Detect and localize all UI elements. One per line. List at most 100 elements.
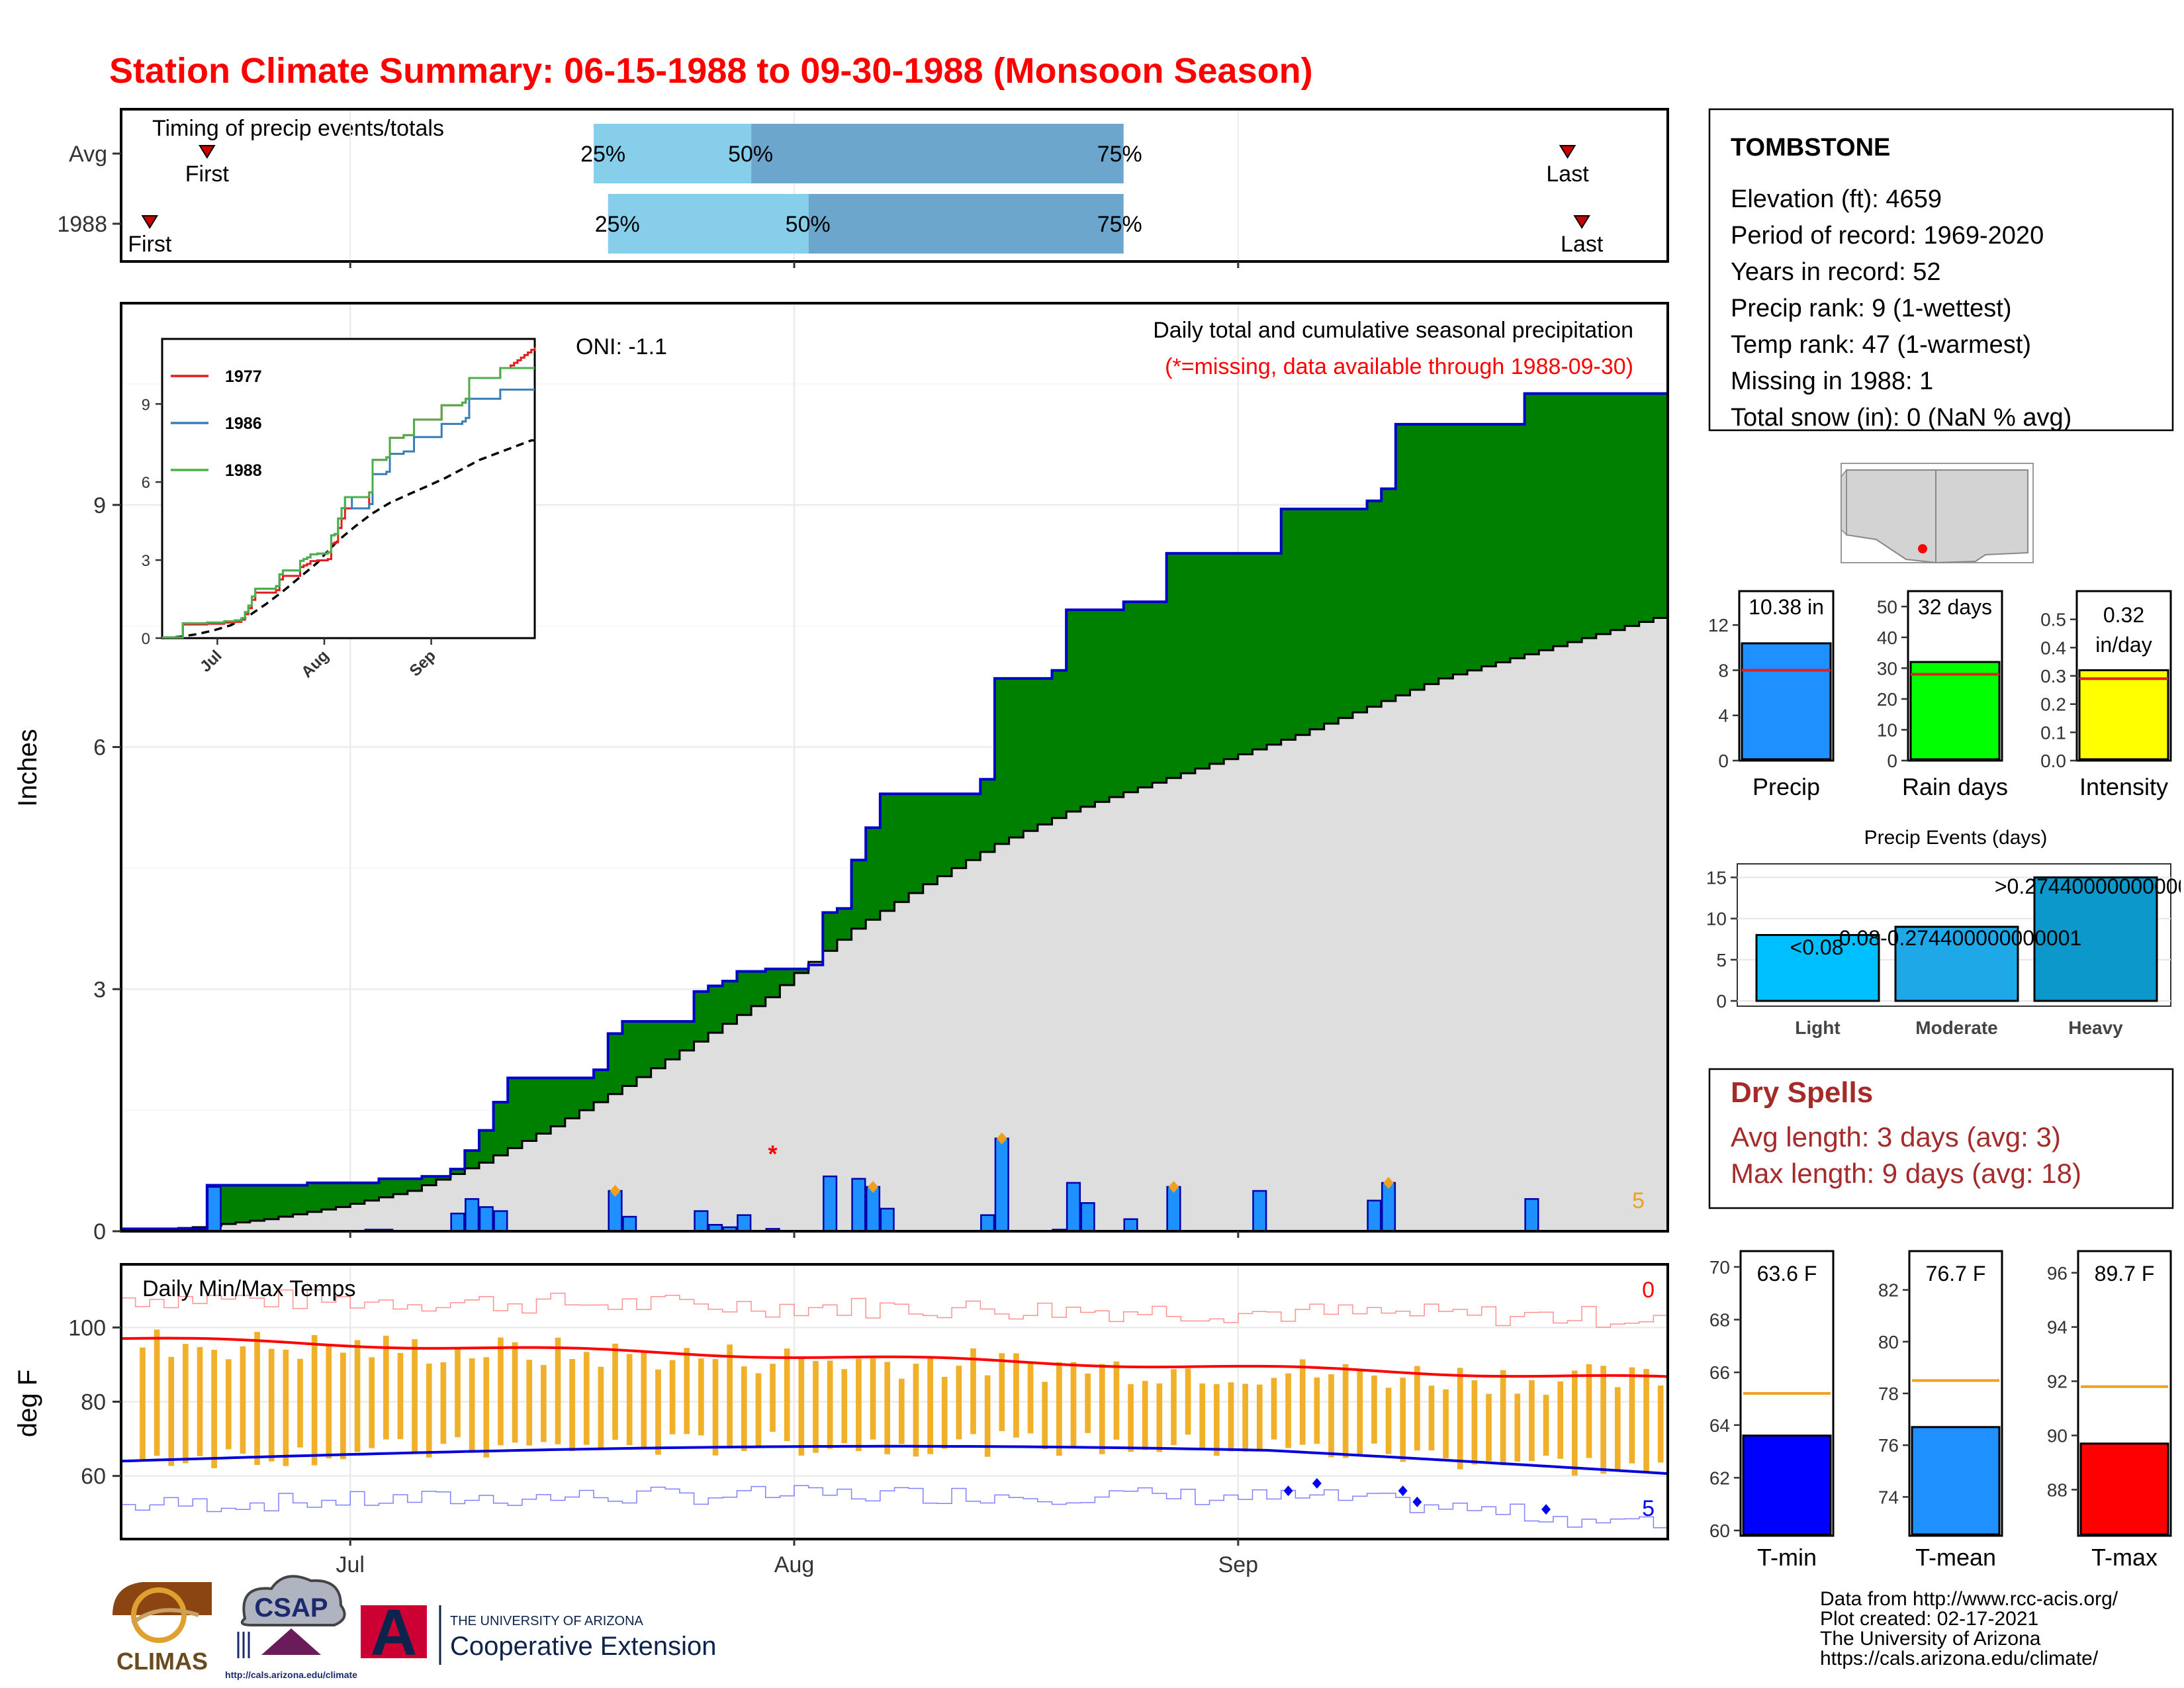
departure-segment [307,1182,322,1212]
summary-ytick-label: 4 [1718,706,1729,726]
summary-value-label: 32 days [1918,595,1992,619]
extreme-precip-marker [868,1180,879,1193]
daily-precip-bar [493,1210,508,1233]
departure-segment [1496,424,1511,663]
daily-temp-range-bar [1271,1378,1277,1440]
daily-temp-range-bar [1228,1382,1234,1452]
daily-temp-range-bar [1457,1368,1463,1470]
daily-temp-range-bar [1371,1375,1377,1444]
summary-ytick-label: 90 [2047,1425,2068,1446]
departure-segment [1539,393,1554,651]
precip-panel: * Daily total and cumulative seasonal pr… [13,302,1669,1244]
temp-panel-name: T-min [1757,1544,1817,1571]
summary-value-bar [2078,669,2169,761]
precip-subtitle: (*=missing, data available through 1988-… [1165,354,1633,379]
dry-frame [1708,1068,2174,1209]
daily-temp-range-bar [813,1361,819,1453]
daily-temp-range-bar [1514,1393,1521,1462]
daily-precip-bar [880,1207,895,1233]
departure-segment [1267,553,1282,745]
summary-ytick-label: 0.5 [2040,610,2066,630]
daily-temp-range-bar [440,1362,447,1444]
events-bar [2033,876,2158,1002]
daily-temp-range-bar [1614,1387,1621,1471]
departure-segment [1009,678,1024,838]
temps-ytick-label: 60 [81,1464,106,1489]
departure-segment [1453,424,1468,675]
daily-precip-bar [994,1137,1009,1233]
departure-segment [765,968,780,998]
temp-value-label: 76.7 F [1926,1262,1986,1286]
record-low-marker [1398,1485,1408,1497]
temps-ytick-label: 80 [81,1390,106,1415]
departure-segment [637,1021,652,1078]
summary-ytick-label: 0.1 [2040,722,2066,743]
daily-temp-range-bar [1128,1384,1134,1452]
extreme-precip-marker [1168,1180,1179,1193]
temps-ylabel: deg F [13,1370,42,1437]
daily-temp-range-bar [1027,1363,1034,1434]
daily-temp-range-bar [1042,1382,1048,1450]
departure-segment [422,1176,437,1186]
daily-temp-range-bar [512,1342,518,1443]
departure-segment [608,1033,623,1094]
daily-temp-range-bar [1486,1393,1492,1462]
summary-panel-name: Intensity [2079,773,2168,800]
timing-last-marker [1573,215,1590,229]
daily-temp-range-bar [1414,1366,1420,1451]
footer-line: Plot created: 02-17-2021 [1820,1608,2038,1630]
daily-temp-range-bar [369,1357,375,1448]
summary-ytick-label: 64 [1709,1415,1730,1436]
daily-temp-range-bar [913,1364,919,1457]
daily-precip-bar [1252,1190,1267,1233]
precip-frame [120,302,1669,1233]
departure-segment [1639,393,1654,622]
departure-segment [379,1178,394,1197]
departure-segment [1424,424,1439,684]
daily-temp-range-bar [1113,1361,1120,1440]
departure-segment [665,1021,680,1060]
daily-temp-range-bar [727,1344,733,1449]
page-title: Station Climate Summary: 06-15-1988 to 0… [109,51,1313,91]
temp-panel-name: T-mean [1915,1544,1996,1571]
record-low-line [121,1485,1668,1533]
summary-ytick-label: 88 [2047,1479,2068,1500]
timing-box-upper [751,124,1124,183]
average-min-line [120,1444,1668,1476]
departure-segment [894,794,909,902]
timing-box-upper [808,194,1124,254]
daily-precip-bar [450,1212,465,1233]
departure-segment [1524,393,1539,655]
summary-value-bar [1911,1426,2001,1536]
daily-temp-range-bar [526,1360,533,1446]
departure-segment [1395,424,1411,696]
daily-temp-range-bar [283,1349,289,1466]
timing-row-label: 1988 [57,212,107,237]
location-map [1841,463,2034,564]
daily-temp-range-bar [1013,1353,1019,1438]
departure-segment [407,1178,423,1192]
events-category-label: Light [1795,1017,1840,1038]
departure-segment [1381,489,1396,702]
summary-ytick-label: 96 [2047,1263,2068,1284]
daily-precip-bar [1166,1186,1181,1233]
daily-temp-range-bar [154,1329,160,1456]
departure-segment [565,1078,580,1119]
summary-ytick-label: 92 [2047,1372,2068,1392]
temp-value-label: 63.6 F [1757,1262,1817,1286]
departure-segment [1610,393,1625,630]
departure-segment [579,1078,594,1111]
daily-temp-range-bar [569,1358,575,1452]
daily-temp-range-bar [354,1340,361,1452]
timing-label: Timing of precip events/totals [152,116,444,141]
daily-temp-range-bar [655,1369,661,1455]
departure-segment [1582,393,1597,638]
summary-ytick-label: 70 [1709,1257,1730,1278]
csap-mountain [261,1628,321,1655]
footer-line: Data from http://www.rcc-acis.org/ [1820,1588,2118,1610]
timing-row-label: Avg [69,142,107,167]
daily-temp-range-bar [999,1353,1005,1431]
daily-temp-range-bar [798,1358,805,1456]
